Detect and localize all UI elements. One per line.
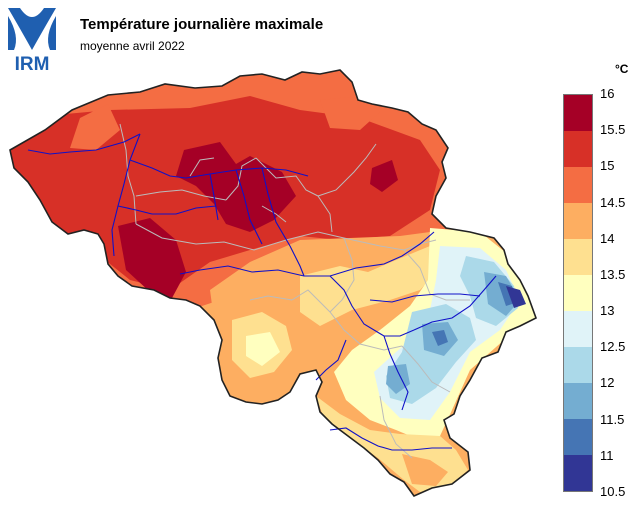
map-title: Température journalière maximale [80,16,324,33]
legend-swatch [564,275,592,311]
zone-11-5-center [432,330,448,346]
rivers [27,133,497,451]
legend-label: 14 [600,230,615,246]
legend-swatch [564,419,592,455]
legend-unit: °C [615,62,629,76]
zone-14-5-gaume [402,454,448,486]
legend-swatch [564,167,592,203]
legend-label: 10.5 [600,484,626,499]
legend-swatch [564,203,592,239]
legend-label: 15 [600,158,615,174]
legend-label: 14.5 [600,194,626,210]
legend-swatch [564,311,592,347]
zone-12-south [386,364,410,394]
legend-label: 12.5 [600,339,626,355]
zone-16-center [176,142,296,232]
legend-label: 11 [600,447,614,463]
legend-label: 11.5 [600,411,625,427]
logo-mark-icon [8,8,56,50]
legend-label: 16 [600,86,615,101]
irm-logo: IRM [6,6,58,72]
province-boundaries [119,123,470,459]
zone-15-north [320,96,380,130]
legend-swatch [564,455,592,491]
legend-label: 13 [600,303,615,319]
legend-swatch [564,347,592,383]
legend-label: 13.5 [600,266,626,282]
map-subtitle: moyenne avril 2022 [80,39,185,53]
temperature-field [10,70,536,496]
zone-11 [506,286,526,308]
zone-15-west [70,104,120,150]
legend-swatch [564,131,592,167]
zone-16-east [370,160,398,192]
logo-text: IRM [15,54,50,72]
legend-labels: 16 15.5 15 14.5 14 13.5 13 12.5 12 11.5 11 10.5 [600,0,640,507]
zone-16-south [118,218,186,298]
color-legend [563,94,593,492]
legend-swatch [564,239,592,275]
legend-label: 12 [600,375,615,391]
zone-13-5-southwest [246,332,280,366]
legend-swatch [564,383,592,419]
legend-label: 15.5 [600,122,626,138]
temperature-map [9,69,537,497]
legend-swatch [564,95,592,131]
